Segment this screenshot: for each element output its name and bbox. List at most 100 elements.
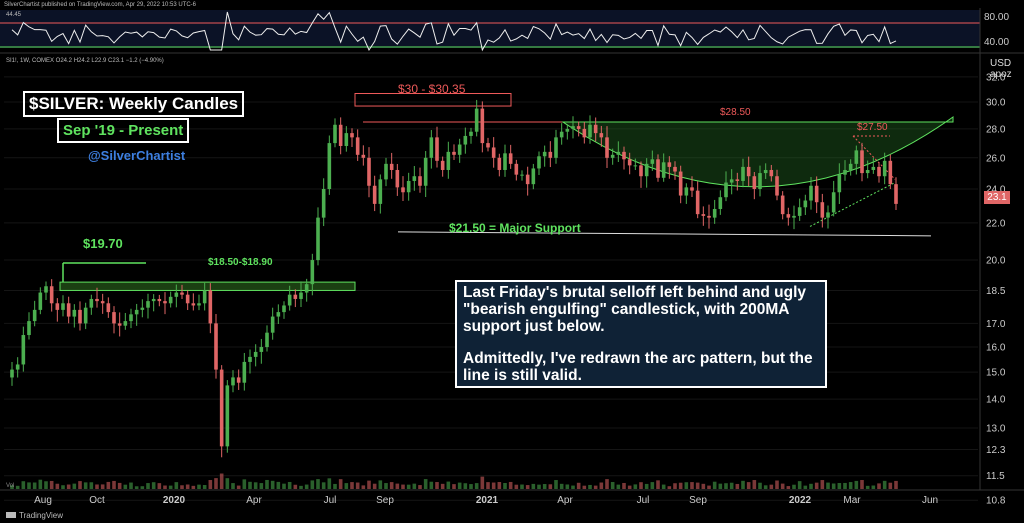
time-tick-label: Apr bbox=[557, 495, 573, 506]
candle-body bbox=[197, 303, 201, 306]
volume-bar bbox=[32, 482, 37, 489]
volume-bar bbox=[497, 482, 502, 489]
price-tick-label: 11.5 bbox=[986, 471, 1005, 482]
volume-bar bbox=[129, 482, 133, 489]
candle-body bbox=[503, 153, 507, 170]
volume-bar bbox=[208, 480, 213, 489]
candle-body bbox=[146, 301, 150, 308]
candle-body bbox=[435, 137, 439, 161]
chart-title: $SILVER: Weekly Candles bbox=[23, 91, 245, 117]
candle-body bbox=[537, 156, 541, 169]
volume-bar bbox=[174, 482, 179, 489]
candle-body bbox=[712, 208, 717, 218]
candle-body bbox=[633, 165, 638, 167]
volume-bar bbox=[724, 483, 728, 489]
candle-body bbox=[593, 124, 598, 134]
volume-bar bbox=[605, 479, 609, 489]
candle-body bbox=[231, 377, 235, 386]
candle-body bbox=[299, 292, 303, 299]
candle-body bbox=[882, 160, 887, 177]
volume-bar bbox=[690, 482, 694, 489]
volume-bar bbox=[735, 483, 740, 489]
published-line: SilverChartist published on TradingView.… bbox=[4, 2, 196, 8]
volume-bar bbox=[440, 483, 445, 489]
candle-body bbox=[168, 296, 173, 304]
candle-body bbox=[151, 298, 156, 302]
volume-bar bbox=[435, 482, 439, 489]
volume-bar bbox=[894, 480, 898, 489]
time-tick-label: Apr bbox=[246, 495, 262, 506]
candle-body bbox=[644, 163, 649, 177]
volume-bar bbox=[565, 484, 570, 489]
period-label: Sep '19 - Present bbox=[57, 118, 190, 143]
rsi-tick-label: 80.00 bbox=[984, 12, 1009, 23]
candle-body bbox=[542, 151, 547, 157]
volume-bar bbox=[718, 483, 723, 489]
candle-body bbox=[423, 157, 428, 186]
volume-bar bbox=[338, 479, 343, 489]
candle-body bbox=[831, 192, 836, 213]
time-tick-label: Sep bbox=[376, 495, 394, 506]
rsi-pane: 80.00 40.00 bbox=[0, 10, 1024, 54]
volume-bars bbox=[10, 473, 898, 489]
candle-body bbox=[418, 176, 422, 186]
candle-body bbox=[656, 159, 660, 178]
candle-body bbox=[406, 180, 411, 193]
volume-bar bbox=[854, 480, 859, 489]
candle-body bbox=[412, 176, 417, 181]
volume-bar bbox=[622, 482, 626, 489]
candle-body bbox=[639, 165, 643, 177]
candle-body bbox=[497, 157, 502, 170]
candle-body bbox=[95, 298, 99, 302]
volume-bar bbox=[820, 480, 825, 489]
volume-bar bbox=[758, 482, 762, 489]
volume-bar bbox=[333, 483, 337, 489]
candle-body bbox=[854, 150, 859, 164]
time-tick-label: Sep bbox=[689, 495, 707, 506]
candle-body bbox=[446, 151, 451, 170]
candle-body bbox=[83, 307, 88, 324]
volume-bar bbox=[474, 483, 479, 489]
volume-bar bbox=[406, 484, 411, 489]
candle-body bbox=[865, 169, 870, 174]
candle-body bbox=[486, 143, 490, 148]
candle-body bbox=[106, 303, 111, 313]
candle-body bbox=[321, 188, 326, 218]
volume-bar bbox=[780, 483, 785, 489]
volume-label: Vol bbox=[6, 483, 15, 489]
candle-body bbox=[55, 303, 60, 310]
volume-bar bbox=[270, 480, 275, 489]
volume-bar bbox=[837, 483, 842, 489]
price-tick-label: 13.0 bbox=[986, 423, 1006, 434]
last-price-badge: 23.1 bbox=[984, 191, 1010, 204]
drawing-shapes bbox=[59, 93, 954, 291]
time-tick-label: Jul bbox=[324, 495, 337, 506]
candle-body bbox=[548, 151, 553, 158]
candle-body bbox=[310, 260, 315, 285]
volume-bar bbox=[378, 480, 383, 489]
volume-bar bbox=[554, 480, 558, 489]
volume-bar bbox=[752, 480, 757, 489]
volume-bar bbox=[236, 485, 241, 489]
price-tick-label: 20.0 bbox=[986, 256, 1006, 267]
candle-body bbox=[72, 309, 77, 317]
candle-body bbox=[265, 332, 269, 348]
volume-bar bbox=[293, 484, 298, 489]
price-tick-label: 10.8 bbox=[986, 496, 1006, 507]
symbol-line[interactable]: SI1!, 1W, COMEX O24.2 H24.2 L22.9 C23.1 … bbox=[6, 58, 164, 64]
volume-bar bbox=[316, 479, 320, 489]
candle-body bbox=[735, 179, 740, 181]
currency-text: USD bbox=[990, 58, 1012, 69]
time-tick-label: Mar bbox=[843, 495, 861, 506]
volume-bar bbox=[134, 486, 139, 489]
volume-bar bbox=[299, 485, 303, 489]
volume-bar bbox=[401, 484, 405, 489]
candle-body bbox=[185, 294, 190, 304]
volume-bar bbox=[582, 485, 587, 489]
volume-bar bbox=[871, 485, 876, 489]
time-tick-label: 2022 bbox=[789, 495, 812, 506]
candle-body bbox=[667, 162, 672, 167]
time-axis: Aug Oct 2020 Apr Jul Sep 2021 Apr Jul Sep 2022 Mar J… bbox=[0, 489, 1024, 506]
currency-label[interactable]: USD apoz bbox=[990, 58, 1012, 80]
